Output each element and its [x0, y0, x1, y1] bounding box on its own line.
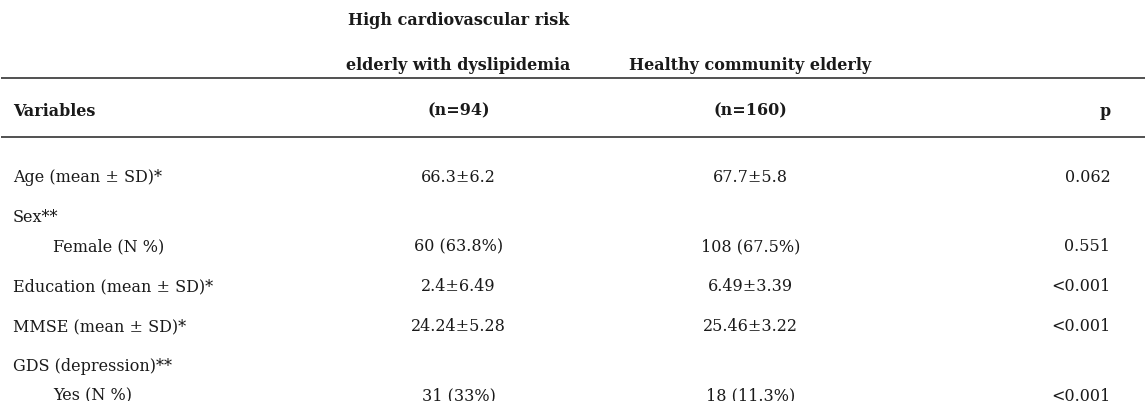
Text: 24.24±5.28: 24.24±5.28 [411, 317, 507, 334]
Text: 60 (63.8%): 60 (63.8%) [414, 238, 503, 255]
Text: (n=160): (n=160) [713, 103, 787, 119]
Text: 66.3±6.2: 66.3±6.2 [422, 168, 496, 185]
Text: p: p [1099, 103, 1110, 119]
Text: GDS (depression)**: GDS (depression)** [13, 357, 172, 374]
Text: <0.001: <0.001 [1051, 317, 1110, 334]
Text: 6.49±3.39: 6.49±3.39 [707, 277, 793, 294]
Text: 0.062: 0.062 [1065, 168, 1110, 185]
Text: Sex**: Sex** [13, 208, 58, 225]
Text: elderly with dyslipidemia: elderly with dyslipidemia [346, 57, 571, 74]
Text: Female (N %): Female (N %) [53, 238, 164, 255]
Text: <0.001: <0.001 [1051, 387, 1110, 401]
Text: 67.7±5.8: 67.7±5.8 [713, 168, 787, 185]
Text: Healthy community elderly: Healthy community elderly [629, 57, 871, 74]
Text: (n=94): (n=94) [427, 103, 490, 119]
Text: 2.4±6.49: 2.4±6.49 [422, 277, 496, 294]
Text: High cardiovascular risk: High cardiovascular risk [348, 12, 570, 28]
Text: 18 (11.3%): 18 (11.3%) [706, 387, 795, 401]
Text: Age (mean ± SD)*: Age (mean ± SD)* [13, 168, 162, 185]
Text: 31 (33%): 31 (33%) [422, 387, 495, 401]
Text: <0.001: <0.001 [1051, 277, 1110, 294]
Text: 108 (67.5%): 108 (67.5%) [700, 238, 800, 255]
Text: Yes (N %): Yes (N %) [53, 387, 132, 401]
Text: 0.551: 0.551 [1065, 238, 1110, 255]
Text: Variables: Variables [13, 103, 95, 119]
Text: Education (mean ± SD)*: Education (mean ± SD)* [13, 277, 213, 294]
Text: 25.46±3.22: 25.46±3.22 [702, 317, 798, 334]
Text: MMSE (mean ± SD)*: MMSE (mean ± SD)* [13, 317, 186, 334]
